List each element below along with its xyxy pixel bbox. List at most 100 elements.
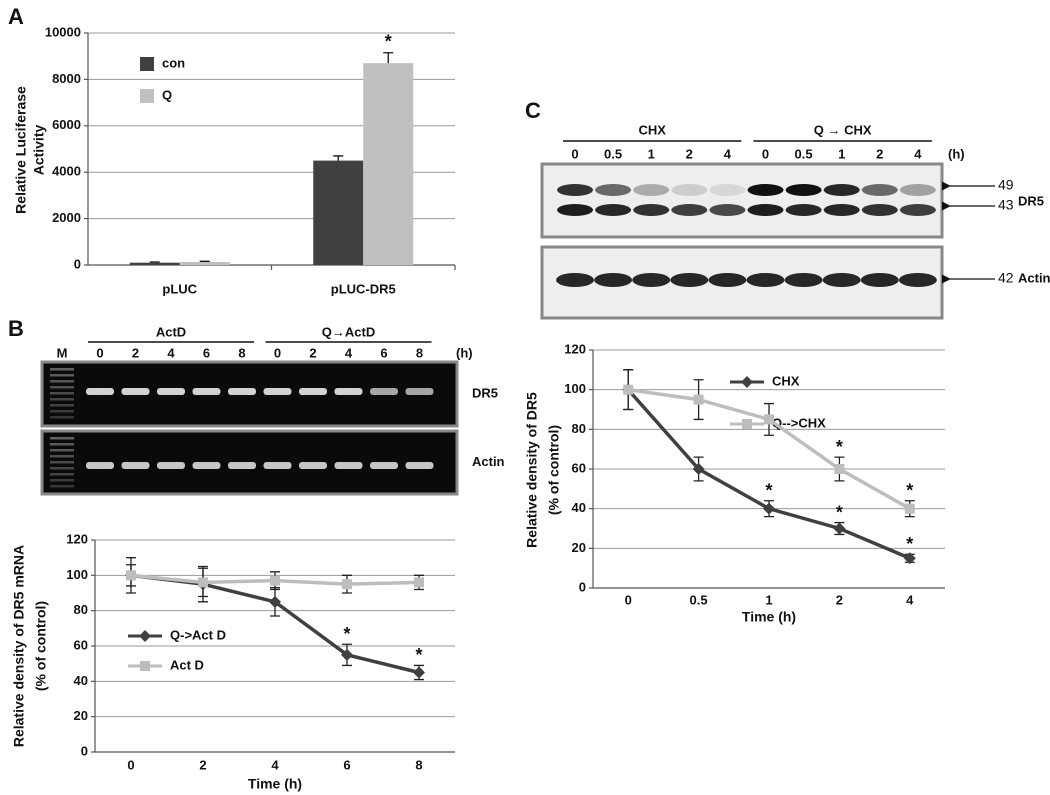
panel-label: A [8, 4, 24, 29]
y-tick-label: 8000 [52, 71, 81, 86]
y-tick-label: 20 [74, 708, 88, 723]
lane-label: 4 [914, 146, 922, 161]
significance: * [385, 31, 392, 51]
blot-band [595, 204, 632, 216]
x-tick-label: 8 [415, 757, 422, 772]
point [904, 503, 915, 514]
point [341, 648, 353, 661]
point [693, 394, 704, 405]
blot-band [632, 273, 671, 287]
gel-band [263, 462, 292, 469]
x-tick-label: 0.5 [690, 592, 708, 607]
point [763, 502, 775, 515]
point [126, 570, 136, 581]
y-axis-label: (% of control) [33, 601, 49, 691]
lane-label: 0 [762, 146, 769, 161]
x-axis-label: Time (h) [742, 609, 796, 625]
x-tick-label: 2 [199, 757, 206, 772]
x-tick-label: 1 [765, 592, 772, 607]
legend-marker [741, 376, 753, 388]
legend-swatch [140, 89, 154, 103]
x-tick-label: 2 [836, 592, 843, 607]
lane-label: 4 [167, 345, 175, 360]
group-label: ActD [156, 324, 186, 339]
blot-band [861, 184, 898, 196]
significance: * [415, 645, 422, 665]
lane-label: 0.5 [604, 146, 622, 161]
legend-label: con [162, 55, 185, 70]
point [833, 522, 846, 535]
point [623, 384, 634, 395]
ladder-band [50, 461, 74, 464]
point [903, 552, 916, 565]
gel-band [370, 388, 398, 395]
y-tick-label: 80 [572, 421, 586, 436]
ladder-band [50, 455, 74, 458]
blot-band [747, 184, 784, 196]
band-size: 43 [998, 197, 1014, 213]
blot-band [709, 204, 746, 216]
panel-label: C [525, 98, 541, 123]
significance: * [906, 480, 913, 500]
bar [129, 262, 180, 265]
unit-label: (h) [948, 146, 965, 161]
blot-band [709, 184, 746, 196]
gel-band [157, 388, 185, 395]
lane-label: 8 [416, 345, 423, 360]
point [269, 595, 281, 608]
blot-band [785, 204, 822, 216]
lane-label: 2 [309, 345, 316, 360]
ladder-band [50, 485, 74, 488]
band-label: DR5 [1018, 193, 1044, 208]
lane-label: 2 [686, 146, 693, 161]
lane-label: 6 [203, 345, 210, 360]
gel-band [405, 462, 434, 469]
gel-band [86, 462, 114, 469]
ladder-band [50, 392, 74, 395]
blot-band [556, 273, 594, 287]
gel-band [121, 462, 150, 469]
lane-label: 6 [380, 345, 387, 360]
legend-marker [742, 419, 752, 429]
lane-label: 1 [648, 146, 655, 161]
significance: * [836, 502, 843, 522]
legend-label: Q-->CHX [772, 415, 826, 430]
blot-band [557, 184, 593, 196]
point [414, 577, 424, 588]
blot-band [633, 184, 670, 196]
y-tick-label: 0 [579, 579, 586, 594]
blot-band [670, 273, 709, 287]
blot-band [823, 184, 860, 196]
y-tick-label: 120 [66, 531, 88, 546]
legend-label: Q [162, 87, 172, 102]
x-tick-label: 0 [625, 592, 632, 607]
y-tick-label: 80 [74, 602, 88, 617]
lane-label: 0 [571, 146, 578, 161]
y-tick-label: 2000 [52, 210, 81, 225]
blot-band [822, 273, 861, 287]
blot-band [633, 204, 670, 216]
legend-marker [140, 661, 150, 671]
blot-band [557, 204, 593, 216]
significance: * [906, 534, 913, 554]
lane-label: 0.5 [795, 146, 813, 161]
y-axis-label: Activity [31, 125, 47, 176]
significance: * [836, 437, 843, 457]
significance: * [343, 624, 350, 644]
blot-band [747, 204, 784, 216]
legend-marker [139, 630, 151, 642]
marker-label: M [57, 345, 68, 360]
y-tick-label: 4000 [52, 164, 81, 179]
blot-band [823, 204, 860, 216]
point [834, 464, 845, 474]
gel-band [334, 462, 363, 469]
blot-band [746, 273, 785, 287]
ladder-band [50, 416, 74, 419]
band-label: Actin [1018, 270, 1050, 285]
gel-band [121, 388, 150, 395]
lane-label: 4 [724, 146, 732, 161]
gel-band [370, 462, 398, 469]
blot-band [899, 204, 936, 216]
significance: * [765, 480, 772, 500]
